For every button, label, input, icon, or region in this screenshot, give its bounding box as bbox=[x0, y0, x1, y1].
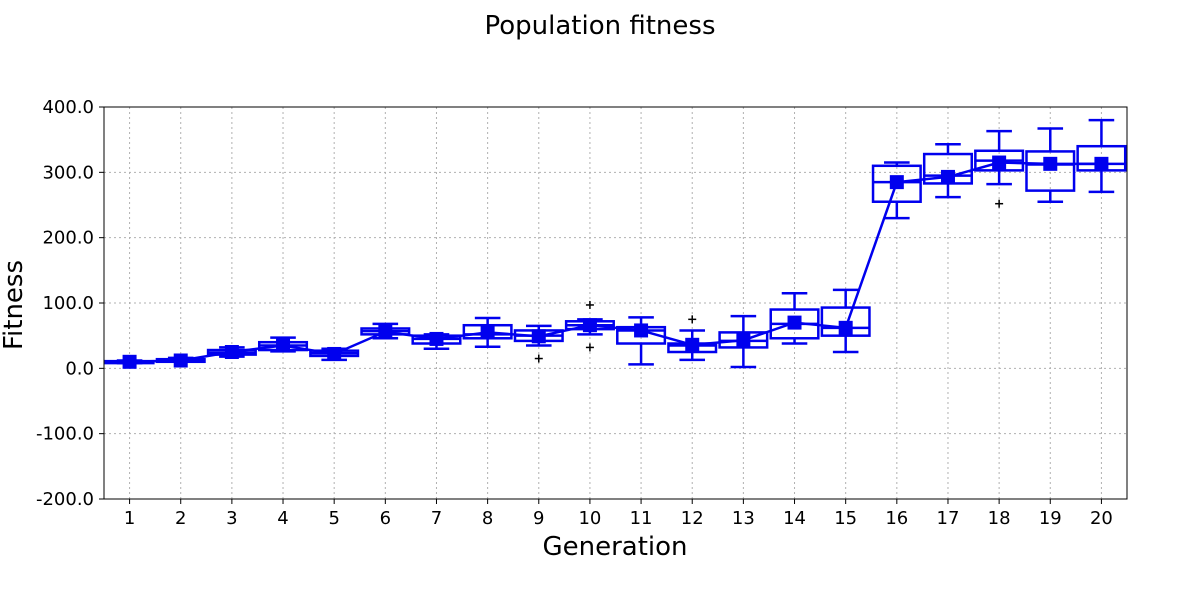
y-tick-label: 100.0 bbox=[42, 293, 94, 314]
plot-frame bbox=[103, 106, 1128, 500]
mean-marker bbox=[1043, 156, 1058, 171]
y-tick-label: 400.0 bbox=[42, 97, 94, 118]
mean-marker bbox=[685, 337, 700, 352]
mean-marker bbox=[378, 324, 393, 339]
y-tick-label: 0.0 bbox=[65, 358, 94, 379]
y-axis-label: Fitness bbox=[0, 260, 29, 350]
box-plot-12 bbox=[667, 315, 718, 362]
mean-marker bbox=[122, 354, 137, 369]
box-body bbox=[820, 306, 871, 337]
x-tick-label: 5 bbox=[328, 508, 339, 529]
x-tick-label: 3 bbox=[226, 508, 237, 529]
y-tick-label: -200.0 bbox=[36, 489, 94, 510]
x-tick-label: 15 bbox=[834, 508, 857, 529]
x-tick-label: 7 bbox=[431, 508, 442, 529]
mean-marker bbox=[889, 175, 904, 190]
mean-marker bbox=[531, 329, 546, 344]
chart-title: Population fitness bbox=[484, 11, 715, 41]
boxes-layer bbox=[104, 118, 1127, 369]
x-tick-label: 18 bbox=[988, 508, 1011, 529]
x-tick-label: 16 bbox=[885, 508, 908, 529]
box-plot-20 bbox=[1076, 118, 1127, 194]
x-tick-label: 2 bbox=[175, 508, 186, 529]
mean-marker bbox=[173, 353, 188, 368]
mean-marker bbox=[327, 346, 342, 361]
x-axis: 1 2 3 4 5 6 7 8 9 10 11 12 13 14 15 16 17 18 19 20 bbox=[124, 499, 1113, 529]
x-tick-label: 9 bbox=[533, 508, 544, 529]
mean-marker bbox=[224, 345, 239, 359]
x-tick-label: 19 bbox=[1039, 508, 1062, 529]
mean-marker bbox=[582, 318, 597, 333]
mean-marker bbox=[429, 331, 444, 346]
x-tick-label: 10 bbox=[578, 508, 601, 529]
box-plot-15 bbox=[820, 288, 871, 354]
mean-marker bbox=[940, 169, 955, 184]
x-tick-label: 1 bbox=[124, 508, 135, 529]
x-tick-label: 11 bbox=[630, 508, 653, 529]
box-plot-16 bbox=[871, 161, 922, 220]
y-tick-label: 300.0 bbox=[42, 162, 94, 183]
x-tick-label: 6 bbox=[380, 508, 391, 529]
mean-layer bbox=[122, 155, 1109, 369]
x-axis-label: Generation bbox=[542, 532, 687, 562]
mean-series-line bbox=[129, 161, 1102, 364]
x-tick-label: 4 bbox=[277, 508, 288, 529]
box-plot-17 bbox=[922, 142, 974, 199]
x-tick-label: 13 bbox=[732, 508, 755, 529]
x-tick-label: 20 bbox=[1090, 508, 1113, 529]
mean-marker bbox=[1094, 156, 1109, 171]
y-tick-label: -100.0 bbox=[36, 424, 94, 445]
grid-layer bbox=[104, 106, 1127, 500]
y-axis: -200.0 -100.0 0.0 100.0 200.0 300.0 400.0 bbox=[36, 97, 104, 510]
x-tick-label: 12 bbox=[681, 508, 704, 529]
mean-marker bbox=[992, 155, 1007, 170]
mean-marker bbox=[787, 315, 802, 330]
box-plot-18 bbox=[974, 129, 1025, 208]
y-tick-label: 200.0 bbox=[42, 228, 94, 249]
x-tick-label: 17 bbox=[937, 508, 960, 529]
box-body bbox=[871, 164, 922, 203]
mean-marker bbox=[480, 325, 495, 340]
x-tick-label: 14 bbox=[783, 508, 806, 529]
box-body bbox=[1025, 150, 1076, 192]
x-tick-label: 8 bbox=[482, 508, 493, 529]
mean-marker bbox=[276, 338, 291, 353]
mean-marker bbox=[634, 323, 649, 338]
mean-marker bbox=[838, 320, 853, 335]
mean-marker bbox=[736, 333, 751, 348]
